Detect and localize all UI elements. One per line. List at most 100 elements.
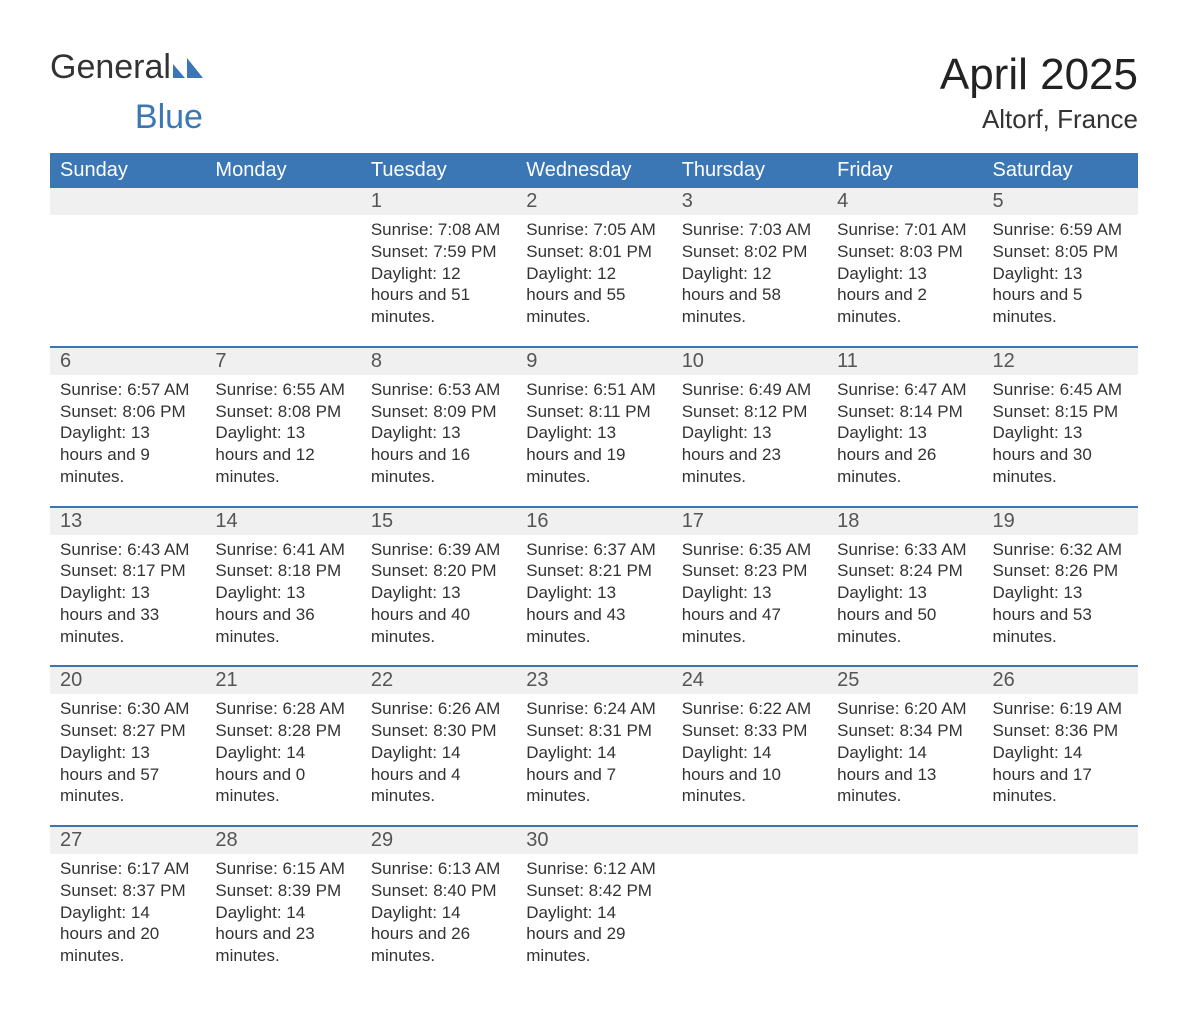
sunset-line: Sunset: 8:40 PM — [371, 880, 506, 902]
weekday-header: Monday — [205, 153, 360, 188]
sunrise-line: Sunrise: 6:19 AM — [993, 698, 1128, 720]
week-daynum-row: 20212223242526 — [50, 666, 1138, 694]
day-number-cell: 9 — [516, 347, 671, 375]
sunset-line: Sunset: 8:12 PM — [682, 401, 817, 423]
daylight-line: Daylight: 14 hours and 29 minutes. — [526, 902, 661, 967]
daylight-line: Daylight: 13 hours and 23 minutes. — [682, 422, 817, 487]
daylight-line: Daylight: 13 hours and 19 minutes. — [526, 422, 661, 487]
sunset-line: Sunset: 8:17 PM — [60, 560, 195, 582]
day-number-cell: 4 — [827, 188, 982, 215]
daylight-line: Daylight: 14 hours and 17 minutes. — [993, 742, 1128, 807]
day-body-cell — [672, 854, 827, 985]
location-label: Altorf, France — [940, 104, 1138, 135]
day-number-cell: 8 — [361, 347, 516, 375]
calendar-table: SundayMondayTuesdayWednesdayThursdayFrid… — [50, 153, 1138, 985]
day-number-cell: 5 — [983, 188, 1138, 215]
day-number-cell: 6 — [50, 347, 205, 375]
sunset-line: Sunset: 8:36 PM — [993, 720, 1128, 742]
daylight-line: Daylight: 12 hours and 55 minutes. — [526, 263, 661, 328]
day-body-cell: Sunrise: 6:26 AMSunset: 8:30 PMDaylight:… — [361, 694, 516, 826]
daylight-line: Daylight: 14 hours and 10 minutes. — [682, 742, 817, 807]
sunset-line: Sunset: 7:59 PM — [371, 241, 506, 263]
sunset-line: Sunset: 8:08 PM — [215, 401, 350, 423]
sunset-line: Sunset: 8:11 PM — [526, 401, 661, 423]
daylight-line: Daylight: 14 hours and 4 minutes. — [371, 742, 506, 807]
day-body-cell: Sunrise: 6:33 AMSunset: 8:24 PMDaylight:… — [827, 535, 982, 667]
day-number-cell: 26 — [983, 666, 1138, 694]
day-number-cell: 14 — [205, 507, 360, 535]
daylight-line: Daylight: 13 hours and 33 minutes. — [60, 582, 195, 647]
day-body-cell: Sunrise: 6:41 AMSunset: 8:18 PMDaylight:… — [205, 535, 360, 667]
weekday-header: Tuesday — [361, 153, 516, 188]
sunrise-line: Sunrise: 6:22 AM — [682, 698, 817, 720]
sunset-line: Sunset: 8:03 PM — [837, 241, 972, 263]
day-body-cell: Sunrise: 7:01 AMSunset: 8:03 PMDaylight:… — [827, 215, 982, 347]
day-number-cell: 20 — [50, 666, 205, 694]
sunrise-line: Sunrise: 6:45 AM — [993, 379, 1128, 401]
daylight-line: Daylight: 12 hours and 58 minutes. — [682, 263, 817, 328]
title-block: April 2025 Altorf, France — [940, 50, 1138, 135]
daylight-line: Daylight: 13 hours and 47 minutes. — [682, 582, 817, 647]
day-number-cell: 21 — [205, 666, 360, 694]
sunset-line: Sunset: 8:21 PM — [526, 560, 661, 582]
day-number-cell: 29 — [361, 826, 516, 854]
day-number-cell: 23 — [516, 666, 671, 694]
daylight-line: Daylight: 13 hours and 53 minutes. — [993, 582, 1128, 647]
sunset-line: Sunset: 8:26 PM — [993, 560, 1128, 582]
sunset-line: Sunset: 8:02 PM — [682, 241, 817, 263]
day-number-cell: 15 — [361, 507, 516, 535]
day-body-cell: Sunrise: 7:03 AMSunset: 8:02 PMDaylight:… — [672, 215, 827, 347]
sunset-line: Sunset: 8:23 PM — [682, 560, 817, 582]
sunrise-line: Sunrise: 6:26 AM — [371, 698, 506, 720]
sunrise-line: Sunrise: 7:08 AM — [371, 219, 506, 241]
week-daynum-row: 6789101112 — [50, 347, 1138, 375]
week-daynum-row: 12345 — [50, 188, 1138, 215]
day-number-cell: 7 — [205, 347, 360, 375]
weekday-header: Saturday — [983, 153, 1138, 188]
week-body-row: Sunrise: 7:08 AMSunset: 7:59 PMDaylight:… — [50, 215, 1138, 347]
day-number-cell — [983, 826, 1138, 854]
sunrise-line: Sunrise: 6:39 AM — [371, 539, 506, 561]
day-body-cell — [50, 215, 205, 347]
daylight-line: Daylight: 13 hours and 36 minutes. — [215, 582, 350, 647]
sunrise-line: Sunrise: 6:33 AM — [837, 539, 972, 561]
day-body-cell: Sunrise: 6:17 AMSunset: 8:37 PMDaylight:… — [50, 854, 205, 985]
day-body-cell — [205, 215, 360, 347]
day-number-cell: 13 — [50, 507, 205, 535]
day-body-cell: Sunrise: 7:08 AMSunset: 7:59 PMDaylight:… — [361, 215, 516, 347]
sunrise-line: Sunrise: 7:03 AM — [682, 219, 817, 241]
week-body-row: Sunrise: 6:57 AMSunset: 8:06 PMDaylight:… — [50, 375, 1138, 507]
daylight-line: Daylight: 13 hours and 5 minutes. — [993, 263, 1128, 328]
daylight-line: Daylight: 14 hours and 7 minutes. — [526, 742, 661, 807]
sunset-line: Sunset: 8:24 PM — [837, 560, 972, 582]
day-body-cell — [983, 854, 1138, 985]
calendar-header-row: SundayMondayTuesdayWednesdayThursdayFrid… — [50, 153, 1138, 188]
week-daynum-row: 13141516171819 — [50, 507, 1138, 535]
day-body-cell: Sunrise: 6:51 AMSunset: 8:11 PMDaylight:… — [516, 375, 671, 507]
day-number-cell: 2 — [516, 188, 671, 215]
sunset-line: Sunset: 8:09 PM — [371, 401, 506, 423]
day-number-cell: 30 — [516, 826, 671, 854]
daylight-line: Daylight: 14 hours and 23 minutes. — [215, 902, 350, 967]
daylight-line: Daylight: 14 hours and 26 minutes. — [371, 902, 506, 967]
day-number-cell — [50, 188, 205, 215]
day-number-cell: 17 — [672, 507, 827, 535]
sunrise-line: Sunrise: 6:35 AM — [682, 539, 817, 561]
day-body-cell: Sunrise: 6:49 AMSunset: 8:12 PMDaylight:… — [672, 375, 827, 507]
day-number-cell: 19 — [983, 507, 1138, 535]
day-body-cell: Sunrise: 6:19 AMSunset: 8:36 PMDaylight:… — [983, 694, 1138, 826]
day-number-cell: 10 — [672, 347, 827, 375]
weekday-header: Thursday — [672, 153, 827, 188]
daylight-line: Daylight: 13 hours and 26 minutes. — [837, 422, 972, 487]
day-number-cell: 12 — [983, 347, 1138, 375]
daylight-line: Daylight: 13 hours and 57 minutes. — [60, 742, 195, 807]
sunset-line: Sunset: 8:06 PM — [60, 401, 195, 423]
day-body-cell: Sunrise: 6:35 AMSunset: 8:23 PMDaylight:… — [672, 535, 827, 667]
day-body-cell: Sunrise: 6:39 AMSunset: 8:20 PMDaylight:… — [361, 535, 516, 667]
daylight-line: Daylight: 14 hours and 20 minutes. — [60, 902, 195, 967]
day-number-cell — [672, 826, 827, 854]
sunrise-line: Sunrise: 6:43 AM — [60, 539, 195, 561]
daylight-line: Daylight: 12 hours and 51 minutes. — [371, 263, 506, 328]
day-number-cell: 3 — [672, 188, 827, 215]
day-number-cell: 18 — [827, 507, 982, 535]
